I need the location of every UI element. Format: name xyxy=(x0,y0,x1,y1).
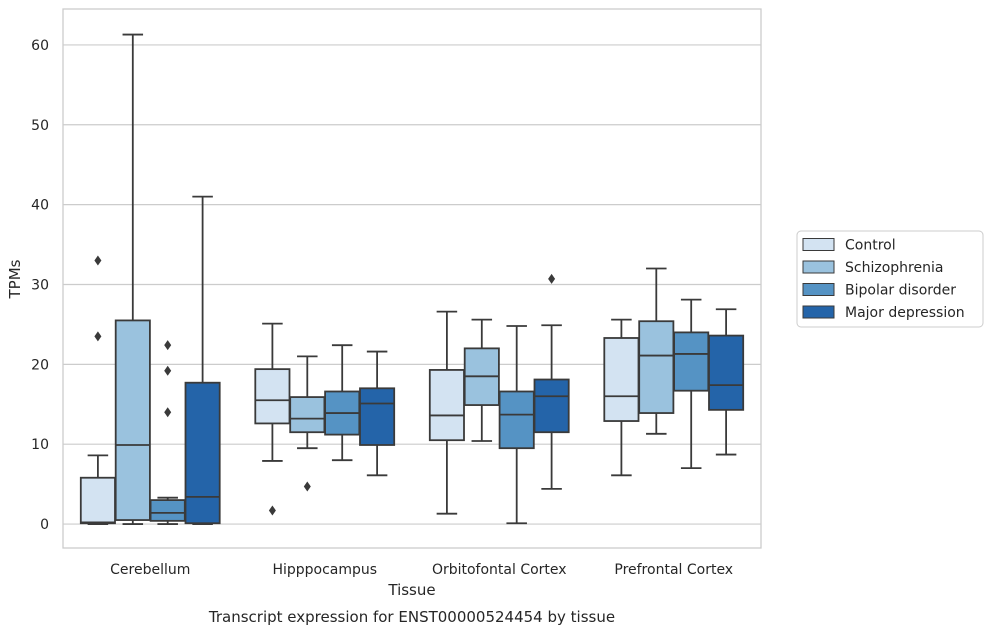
legend-label: Schizophrenia xyxy=(845,260,943,276)
legend-item: Bipolar disorder xyxy=(802,283,956,299)
legend-swatch xyxy=(802,260,835,274)
legend-label: Bipolar disorder xyxy=(845,283,956,299)
box-iqr xyxy=(428,369,465,442)
legend-item: Schizophrenia xyxy=(802,260,943,276)
x-tick-labels: Cerebellum Hipppocampus Orbitofontal Corte… xyxy=(110,562,733,578)
outlier-point xyxy=(164,365,172,376)
box-iqr xyxy=(184,381,221,525)
category-group xyxy=(428,273,570,525)
box-plot xyxy=(359,350,396,477)
legend-item: Control xyxy=(802,238,896,254)
box-iqr xyxy=(359,387,396,446)
box-plot-groups xyxy=(79,33,745,525)
outlier-point xyxy=(164,340,172,351)
grid-lines xyxy=(63,44,761,525)
box-plot xyxy=(149,340,186,525)
box-plot xyxy=(533,273,570,490)
outlier-point xyxy=(164,407,172,418)
box-plot xyxy=(324,344,361,462)
y-tick-label: 20 xyxy=(31,357,49,373)
category-group xyxy=(603,267,745,477)
legend-item: Major depression xyxy=(802,305,965,321)
box-iqr xyxy=(638,320,675,414)
legend-label: Control xyxy=(845,238,896,254)
outlier-point xyxy=(94,255,102,266)
y-tick-label: 30 xyxy=(31,277,49,293)
legend-swatch xyxy=(802,283,835,296)
x-tick-label: Prefrontal Cortex xyxy=(614,562,733,578)
box-iqr xyxy=(114,319,151,521)
y-tick-label: 60 xyxy=(31,38,49,54)
x-tick-label: Hipppocampus xyxy=(272,562,377,578)
category-group xyxy=(254,322,396,516)
box-iqr xyxy=(533,378,570,434)
box-plot xyxy=(463,318,500,442)
box-iqr xyxy=(254,368,291,425)
y-tick-labels: 0 10 20 30 40 50 60 xyxy=(31,38,49,533)
y-tick-label: 50 xyxy=(31,118,49,134)
x-tick-label: Orbitofontal Cortex xyxy=(432,562,567,578)
legend-swatch xyxy=(802,238,835,251)
outlier-point xyxy=(94,331,102,342)
box-plot xyxy=(603,318,640,477)
x-axis-label: Tissue xyxy=(387,581,435,599)
box-plot xyxy=(638,267,675,435)
box-iqr xyxy=(673,331,710,392)
box-plot xyxy=(184,195,221,525)
box-plot xyxy=(79,255,116,525)
box-iqr xyxy=(603,337,640,422)
y-tick-label: 10 xyxy=(31,437,49,453)
legend-frame xyxy=(796,230,984,328)
legend-label: Major depression xyxy=(845,305,965,321)
box-plot xyxy=(254,322,291,516)
y-tick-label: 40 xyxy=(31,198,49,214)
box-plot xyxy=(498,325,535,525)
y-tick-label: 0 xyxy=(40,517,49,533)
outlier-point xyxy=(268,505,276,516)
box-iqr xyxy=(289,396,326,434)
legend-swatch xyxy=(802,305,835,319)
box-plot xyxy=(673,298,710,470)
legend: Control Schizophrenia Bipolar disorder Majo… xyxy=(796,230,984,328)
outlier-point xyxy=(303,481,311,492)
box-iqr xyxy=(708,334,745,411)
outlier-point xyxy=(548,273,556,284)
chart-title: Transcript expression for ENST0000052445… xyxy=(208,608,615,626)
x-tick-label: Cerebellum xyxy=(110,562,190,578)
box-iqr xyxy=(149,499,186,522)
box-iqr xyxy=(79,476,116,525)
box-plot xyxy=(289,355,326,492)
plot-frame xyxy=(62,8,762,549)
y-axis-label: TPMs xyxy=(6,259,24,299)
box-plot xyxy=(114,33,151,525)
box-iqr xyxy=(498,390,535,450)
category-group xyxy=(79,33,221,525)
box-plot xyxy=(428,310,465,515)
box-plot xyxy=(708,308,745,456)
